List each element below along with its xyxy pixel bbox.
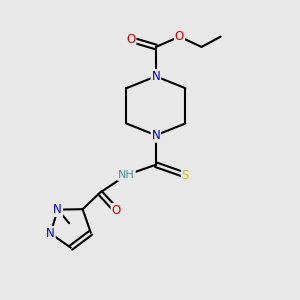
- Text: N: N: [46, 227, 55, 240]
- Text: N: N: [53, 203, 62, 216]
- Text: NH: NH: [118, 170, 135, 180]
- Text: N: N: [152, 70, 160, 83]
- Text: S: S: [182, 169, 189, 182]
- Text: O: O: [112, 204, 121, 217]
- Text: O: O: [126, 33, 136, 46]
- Text: N: N: [152, 129, 160, 142]
- Text: O: O: [175, 30, 184, 43]
